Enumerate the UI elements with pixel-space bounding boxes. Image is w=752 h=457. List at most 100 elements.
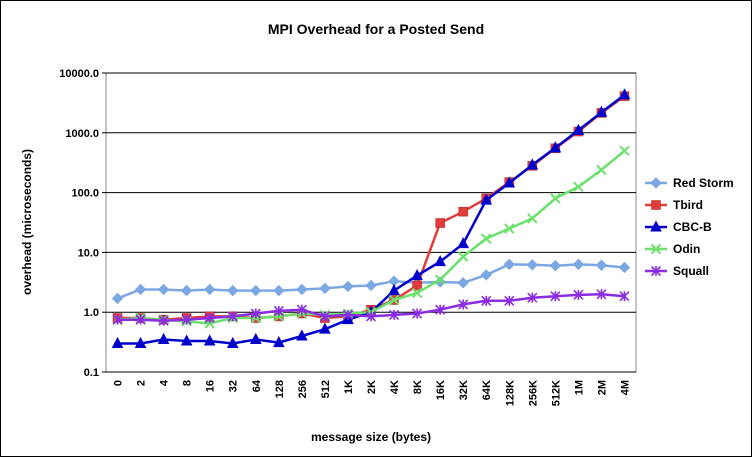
x-tick-label: 8 (182, 380, 194, 386)
data-point (411, 287, 423, 299)
series-squall (112, 289, 630, 326)
data-point (250, 308, 261, 319)
x-tick-label: 4M (619, 380, 631, 395)
data-point (342, 309, 354, 321)
data-point (158, 315, 169, 326)
data-point (457, 277, 469, 289)
data-point (480, 193, 493, 205)
data-point (365, 311, 377, 322)
data-point (319, 311, 330, 322)
data-point (319, 282, 331, 295)
x-axis-label: message size (bytes) (311, 430, 431, 444)
data-point (157, 332, 170, 344)
data-point (596, 164, 607, 176)
data-point (435, 304, 446, 315)
data-point (435, 218, 445, 228)
data-point (480, 269, 492, 281)
x-tick-label: 128 (274, 380, 286, 398)
series-red-storm (111, 258, 631, 305)
data-point (573, 181, 584, 193)
y-tick-label: 10000.0 (59, 68, 99, 80)
y-tick-label: 10.0 (78, 247, 99, 259)
data-point (503, 258, 515, 271)
data-point (595, 105, 608, 117)
data-point (296, 283, 308, 296)
x-tick-label: 4 (159, 379, 171, 386)
x-tick-label: 1M (573, 380, 585, 395)
x-tick-label: 8K (412, 380, 424, 394)
y-axis-label: overhead (microseconds) (20, 149, 34, 295)
data-point (296, 304, 307, 315)
data-point (504, 295, 515, 306)
y-tick-label: 1.0 (84, 307, 99, 319)
data-point (296, 329, 308, 341)
data-point (503, 176, 516, 188)
data-point (203, 283, 216, 296)
data-point (319, 322, 331, 334)
data-point (273, 305, 284, 316)
data-point (227, 311, 238, 322)
data-point (650, 265, 662, 277)
data-point (458, 206, 468, 217)
series-layer (111, 88, 631, 348)
data-point (618, 88, 631, 100)
data-point (550, 291, 561, 302)
x-tick-label: 64K (481, 380, 493, 400)
data-point (180, 284, 193, 297)
data-point (651, 200, 661, 210)
plot-area (105, 72, 637, 373)
data-point (650, 243, 662, 255)
data-point (204, 312, 215, 324)
y-tick-label: 100.0 (71, 188, 99, 200)
data-point (650, 177, 662, 189)
data-point (180, 334, 193, 346)
data-point (650, 220, 662, 232)
x-tick-label: 16K (435, 380, 447, 400)
data-point (457, 251, 469, 262)
y-tick-labels: 0.1 1.0 10.0 100.0 1000.0 10000.0 (59, 68, 99, 379)
data-point (250, 284, 262, 297)
data-point (227, 284, 239, 297)
legend: Red Storm Tbird CBC-B Odin Squall (645, 176, 734, 278)
legend-label: Tbird (673, 198, 703, 212)
data-point (549, 141, 562, 153)
legend-label: CBC-B (673, 220, 712, 234)
data-point (135, 314, 146, 325)
data-point (203, 334, 216, 346)
data-point (550, 193, 561, 204)
data-point (412, 280, 422, 291)
data-point (134, 336, 147, 348)
x-tick-label: 4K (389, 380, 401, 394)
data-point (458, 299, 469, 310)
data-point (481, 233, 492, 244)
x-tick-label: 64 (251, 379, 263, 392)
data-point (595, 259, 608, 271)
data-point (342, 280, 354, 293)
data-point (111, 336, 124, 348)
x-tick-label: 512K (550, 380, 562, 406)
data-point (181, 314, 192, 325)
data-point (572, 123, 585, 135)
x-tick-label: 256K (527, 380, 539, 406)
data-point (112, 314, 123, 325)
data-point (619, 291, 630, 302)
x-tick-label: 2K (366, 380, 378, 394)
x-tick-label: 128K (504, 380, 516, 406)
data-point (111, 292, 124, 305)
legend-item: Tbird (645, 198, 703, 212)
data-point (273, 284, 285, 297)
legend-item: Red Storm (645, 176, 734, 190)
data-point (388, 294, 400, 306)
data-point (249, 332, 262, 344)
data-point (365, 279, 377, 292)
data-point (157, 283, 170, 296)
legend-label: Red Storm (673, 176, 734, 190)
data-point (457, 237, 470, 249)
data-point (527, 292, 538, 303)
y-tick-label: 1000.0 (65, 128, 99, 140)
data-point (526, 158, 539, 170)
x-tick-label: 2M (596, 380, 608, 395)
x-tick-label: 1K (343, 380, 355, 394)
x-tick-label: 2 (136, 380, 148, 386)
